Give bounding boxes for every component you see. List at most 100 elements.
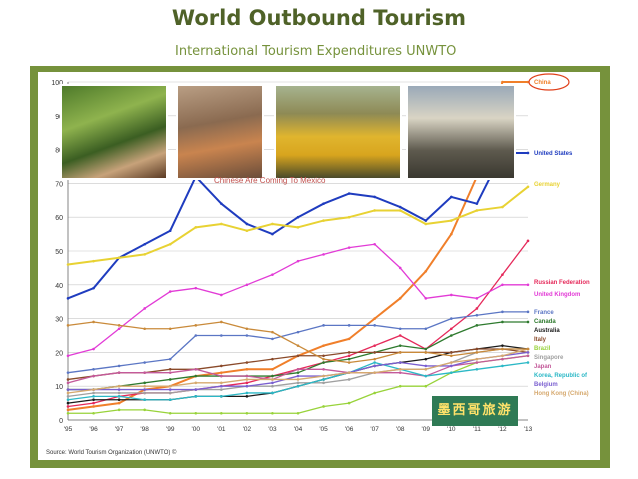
- data-point: [245, 374, 249, 378]
- data-point: [168, 357, 172, 361]
- data-point: [398, 205, 402, 209]
- legend-label: United States: [534, 151, 573, 157]
- data-point: [501, 273, 504, 276]
- data-point: [373, 344, 376, 347]
- slide-subtitle: International Tourism Expenditures UNWTO: [175, 44, 457, 59]
- legend-label: Hong Kong (China): [534, 391, 589, 397]
- data-point: [501, 80, 504, 84]
- data-point: [398, 351, 402, 354]
- data-point: [143, 371, 146, 374]
- data-point: [526, 361, 530, 364]
- x-tick-label: '00: [192, 426, 201, 433]
- legend-label: France: [534, 310, 554, 316]
- data-point: [194, 388, 198, 391]
- data-point: [424, 297, 428, 300]
- data-point: [398, 297, 402, 300]
- data-point: [66, 401, 70, 405]
- y-tick-label: 60: [55, 215, 63, 222]
- data-point: [271, 368, 274, 371]
- y-tick-label: 80: [55, 148, 63, 155]
- legend-label: China: [534, 80, 551, 86]
- data-point: [296, 259, 300, 263]
- x-tick-label: '99: [166, 426, 175, 433]
- data-point: [450, 219, 453, 222]
- data-point: [322, 253, 325, 256]
- data-point: [322, 344, 325, 347]
- data-point: [373, 195, 376, 199]
- data-point: [424, 384, 428, 388]
- data-point: [117, 371, 121, 374]
- legend-label: Korea, Republic of: [534, 373, 588, 379]
- data-point: [220, 395, 223, 398]
- data-point: [501, 347, 504, 351]
- data-point: [271, 357, 274, 361]
- data-point: [398, 209, 402, 212]
- data-point: [475, 297, 479, 300]
- data-point: [322, 381, 325, 385]
- data-point: [92, 405, 95, 408]
- data-point: [322, 324, 325, 327]
- data-point: [220, 384, 223, 388]
- legend-label: United Kingdom: [534, 292, 580, 298]
- data-point: [92, 401, 95, 405]
- data-point: [194, 411, 198, 415]
- tourist-photo-church: [176, 84, 264, 180]
- x-tick-label: '02: [243, 426, 252, 433]
- data-point: [347, 361, 351, 364]
- data-point: [501, 344, 504, 347]
- chart-source: Source: World Tourism Organization (UNWT…: [46, 449, 177, 456]
- data-point: [526, 151, 530, 155]
- y-tick-label: 0: [59, 418, 63, 425]
- data-point: [322, 357, 325, 361]
- tourist-photo-palace: [406, 84, 516, 180]
- data-point: [373, 324, 376, 327]
- data-point: [347, 357, 351, 361]
- data-point: [117, 408, 121, 412]
- y-tick-label: 100: [51, 80, 63, 87]
- data-point: [117, 256, 121, 260]
- data-point: [245, 381, 249, 385]
- data-point: [168, 327, 172, 331]
- data-point: [501, 357, 504, 361]
- data-point: [271, 232, 274, 236]
- data-point: [398, 266, 402, 270]
- data-point: [373, 391, 376, 395]
- data-point: [373, 242, 376, 246]
- x-tick-label: '11: [473, 426, 481, 433]
- data-point: [526, 351, 530, 354]
- data-point: [245, 411, 249, 415]
- data-point: [220, 202, 223, 205]
- data-point: [322, 378, 325, 381]
- data-point: [424, 351, 428, 354]
- data-point: [501, 283, 504, 287]
- data-point: [92, 286, 95, 290]
- legend-label: Russian Federation: [534, 280, 590, 286]
- data-point: [296, 378, 300, 381]
- legend-label: Italy: [534, 337, 547, 343]
- data-point: [296, 330, 300, 334]
- data-point: [450, 351, 453, 354]
- data-point: [373, 357, 376, 361]
- data-point: [92, 395, 95, 398]
- data-point: [117, 398, 121, 402]
- data-point: [143, 391, 146, 395]
- x-tick-label: '97: [115, 426, 124, 433]
- x-tick-label: '96: [89, 426, 98, 433]
- data-point: [220, 320, 223, 324]
- data-point: [117, 327, 121, 331]
- x-tick-label: '05: [319, 426, 328, 433]
- data-point: [245, 361, 249, 364]
- data-point: [475, 361, 479, 364]
- data-point: [296, 411, 300, 415]
- data-point: [424, 269, 428, 273]
- data-point: [168, 398, 172, 402]
- y-tick-label: 90: [55, 114, 63, 121]
- data-point: [475, 357, 479, 361]
- data-point: [450, 317, 453, 320]
- data-point: [143, 398, 146, 402]
- data-point: [501, 205, 504, 209]
- data-point: [322, 405, 325, 408]
- legend-label: Belgium: [534, 382, 558, 388]
- data-point: [143, 253, 146, 256]
- data-point: [271, 374, 274, 378]
